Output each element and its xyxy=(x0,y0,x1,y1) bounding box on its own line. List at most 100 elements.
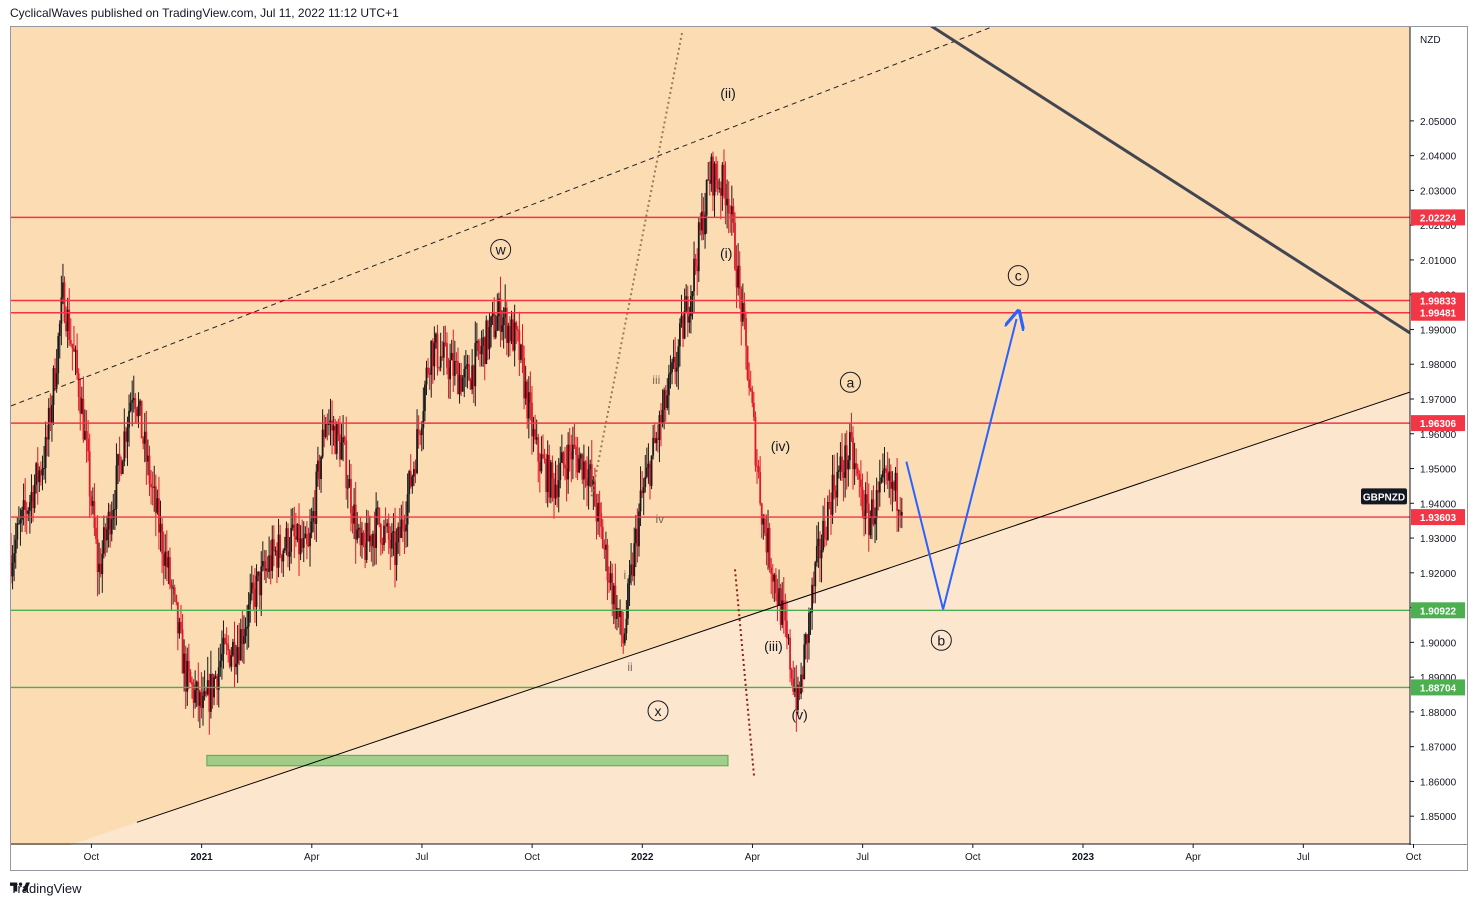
candle-body xyxy=(894,472,897,491)
candle-body xyxy=(441,356,444,358)
candle-body xyxy=(479,351,481,355)
candle-body xyxy=(236,647,239,664)
chart-container[interactable]: w x (i) (ii) (iii) (iv) (v) a b c i ii iii iv 1.85000… xyxy=(10,26,1468,871)
candle-body xyxy=(62,282,64,298)
candle-body xyxy=(601,526,604,548)
candle-body xyxy=(749,387,752,391)
candle-body xyxy=(235,663,237,667)
candle-body xyxy=(392,531,395,534)
price-badge-bg xyxy=(1411,509,1465,526)
candle-body xyxy=(697,222,700,272)
candle-body xyxy=(216,676,219,690)
candle-body xyxy=(726,198,729,206)
candle-body xyxy=(614,585,617,619)
candle-body xyxy=(751,390,754,403)
candle-body xyxy=(106,529,108,541)
candle-body xyxy=(71,343,74,349)
candle-body xyxy=(878,481,881,493)
candle-body xyxy=(803,644,806,680)
candle-body xyxy=(771,573,774,582)
wave-label: (ii) xyxy=(720,85,736,101)
candle-body xyxy=(99,563,102,575)
candle-body xyxy=(147,455,149,462)
candle-body xyxy=(847,460,850,470)
y-tick-label: 1.93000 xyxy=(1420,534,1457,545)
candle-body xyxy=(622,635,625,644)
candle-body xyxy=(845,445,848,470)
currency-label: NZD xyxy=(1420,35,1441,46)
candle-body xyxy=(84,431,86,440)
candle-body xyxy=(600,513,603,527)
candle-body xyxy=(900,512,903,516)
candle-body xyxy=(609,573,612,583)
wave-label: (iv) xyxy=(771,438,790,454)
candle-body xyxy=(732,206,735,223)
candle-body xyxy=(318,460,321,480)
candle-body xyxy=(546,454,549,493)
candle-body xyxy=(856,467,859,474)
candle-body xyxy=(73,348,75,352)
candle-body xyxy=(43,468,45,470)
candle-body xyxy=(855,463,858,468)
candle-body xyxy=(477,340,480,352)
candle-body xyxy=(274,550,277,552)
candle-body xyxy=(401,519,404,529)
candle-body xyxy=(21,509,23,520)
candle-body xyxy=(693,258,695,292)
candle-body xyxy=(178,621,181,634)
candle-body xyxy=(24,500,27,510)
candle-body xyxy=(165,551,168,568)
candle-body xyxy=(57,336,60,374)
candle-body xyxy=(715,163,717,181)
downtrend-line xyxy=(929,27,1410,335)
candle-body xyxy=(781,600,784,625)
y-tick-label: 1.95000 xyxy=(1420,465,1457,476)
candle-body xyxy=(217,667,220,690)
candle-body xyxy=(260,566,263,596)
candle-body xyxy=(54,368,56,388)
wave-label: (iii) xyxy=(764,638,783,654)
candle-body xyxy=(151,486,154,488)
y-tick-label: 1.89000 xyxy=(1420,673,1457,684)
candle-body xyxy=(658,415,661,440)
candle-body xyxy=(619,610,621,618)
candle-body xyxy=(760,503,763,525)
candle-body xyxy=(167,557,170,568)
candle-body xyxy=(187,660,190,672)
candle-body xyxy=(331,420,333,431)
candle-body xyxy=(233,641,236,667)
candle-body xyxy=(663,390,666,410)
candle-body xyxy=(526,381,529,419)
x-tick-label: Oct xyxy=(524,852,540,863)
y-tick-label: 1.92000 xyxy=(1420,569,1457,580)
candle-body xyxy=(156,498,159,513)
candle-body xyxy=(140,400,143,439)
candle-body xyxy=(480,346,483,355)
candle-body xyxy=(644,476,647,488)
candle-body xyxy=(383,525,385,545)
candle-body xyxy=(535,437,538,440)
candle-body xyxy=(748,379,751,388)
candle-body xyxy=(871,499,873,519)
candle-body xyxy=(571,444,574,460)
candle-body xyxy=(844,445,847,478)
candle-body xyxy=(290,527,293,552)
candle-body xyxy=(513,322,516,351)
candle-body xyxy=(775,574,777,594)
candle-body xyxy=(461,377,464,392)
candle-body xyxy=(409,471,412,487)
candle-body xyxy=(664,390,667,408)
candle-body xyxy=(164,551,167,566)
candle-body xyxy=(425,367,428,385)
candle-body xyxy=(354,504,357,540)
candle-body xyxy=(735,269,738,288)
candle-body xyxy=(368,535,371,542)
candle-body xyxy=(65,321,67,332)
candle-body xyxy=(298,524,300,555)
candles-layer xyxy=(11,149,903,735)
candle-body xyxy=(438,367,440,369)
candle-body xyxy=(227,644,230,651)
candle-body xyxy=(485,320,488,364)
candle-body xyxy=(85,431,88,439)
